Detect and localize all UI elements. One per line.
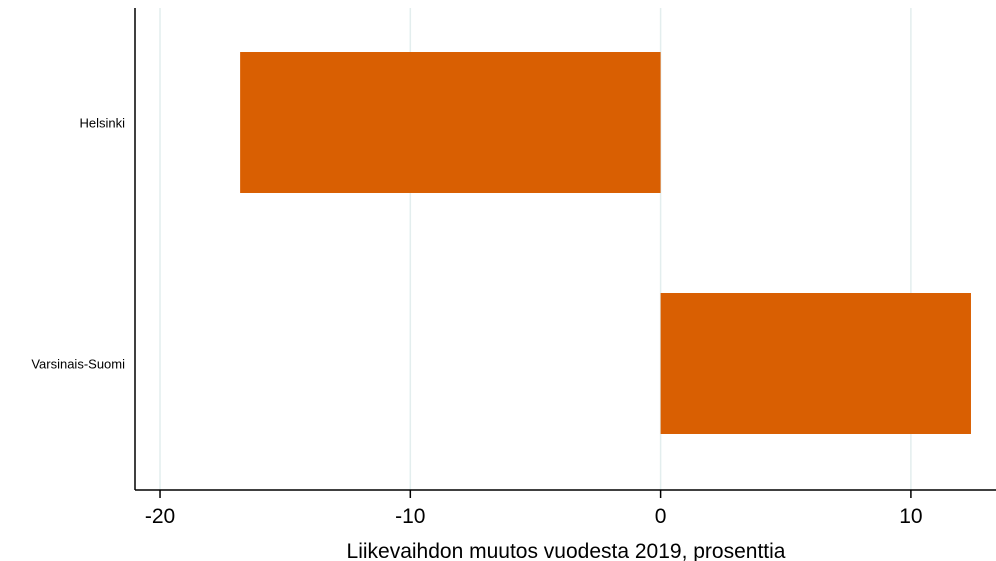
x-tick-label: 10 [899, 505, 922, 528]
bars [240, 52, 971, 434]
y-category-label: Varsinais-Suomi [31, 357, 125, 372]
y-category-label: Helsinki [79, 116, 125, 131]
bar [660, 293, 971, 434]
x-tick-label: -10 [395, 505, 425, 528]
category-labels: Helsinki Varsinais-Suomi [31, 116, 125, 372]
x-tick-label: -20 [145, 505, 175, 528]
bar [240, 52, 661, 193]
x-tick-label: 0 [655, 505, 667, 528]
axes [134, 8, 996, 491]
x-axis-title: Liikevaihdon muutos vuodesta 2019, prose… [347, 540, 786, 561]
x-ticks: -20 -10 0 10 [145, 490, 923, 528]
